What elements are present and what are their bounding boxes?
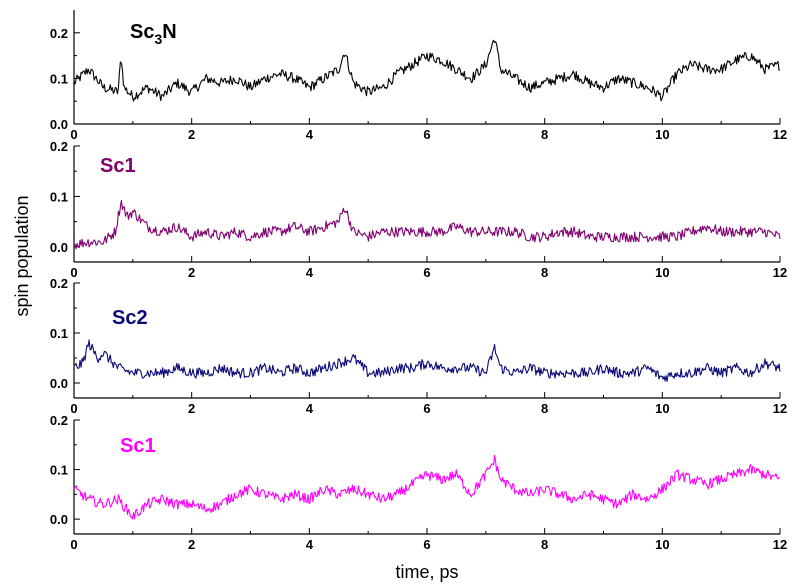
y-tick-label: 0.1 bbox=[50, 326, 68, 341]
x-tick-label: 0 bbox=[70, 127, 77, 142]
panel-2: 0 2 4 6 8 10 12 0.0 0.1 0.2 Sc1 bbox=[50, 139, 787, 280]
y-tick-label: 0.0 bbox=[50, 512, 68, 527]
series-label: Sc1 bbox=[100, 155, 136, 177]
series-label: Sc1 bbox=[120, 435, 156, 457]
x-tick-label: 10 bbox=[655, 537, 669, 552]
x-tick-label: 2 bbox=[188, 127, 195, 142]
x-tick-label: 4 bbox=[306, 265, 314, 280]
x-tick-label: 0 bbox=[70, 401, 77, 416]
x-tick-label: 12 bbox=[773, 401, 787, 416]
y-tick-label: 0.2 bbox=[50, 413, 68, 428]
y-tick-label: 0.2 bbox=[50, 26, 68, 41]
y-tick-label: 0.2 bbox=[50, 276, 68, 291]
x-tick-label: 12 bbox=[773, 537, 787, 552]
x-tick-label: 4 bbox=[306, 537, 314, 552]
series-label: Sc3N bbox=[130, 21, 177, 47]
panel-4: 0 2 4 6 8 10 12 0.0 0.1 0.2 Sc1 bbox=[50, 413, 787, 552]
y-tick-label: 0.0 bbox=[50, 376, 68, 391]
x-tick-label: 6 bbox=[423, 401, 430, 416]
x-tick-label: 10 bbox=[655, 127, 669, 142]
y-tick-label: 0.2 bbox=[50, 139, 68, 154]
x-tick-label: 12 bbox=[773, 265, 787, 280]
series-line bbox=[73, 39, 781, 102]
y-tick-label: 0.1 bbox=[50, 71, 68, 86]
y-tick-label: 0.0 bbox=[50, 117, 68, 132]
x-tick-label: 4 bbox=[306, 401, 314, 416]
x-tick-label: 6 bbox=[423, 127, 430, 142]
x-tick-label: 10 bbox=[655, 401, 669, 416]
y-tick-label: 0.0 bbox=[50, 240, 68, 255]
x-tick-label: 2 bbox=[188, 537, 195, 552]
x-tick-label: 6 bbox=[423, 537, 430, 552]
x-tick-label: 8 bbox=[541, 401, 548, 416]
x-tick-label: 2 bbox=[188, 401, 195, 416]
y-tick-label: 0.1 bbox=[50, 189, 68, 204]
x-tick-label: 12 bbox=[773, 127, 787, 142]
x-axis-title: time, ps bbox=[395, 562, 458, 582]
series-line bbox=[73, 339, 781, 382]
x-tick-label: 10 bbox=[655, 265, 669, 280]
y-tick-label: 0.1 bbox=[50, 463, 68, 478]
x-tick-label: 8 bbox=[541, 537, 548, 552]
x-tick-label: 8 bbox=[541, 265, 548, 280]
series-line bbox=[73, 199, 781, 250]
series-label: Sc2 bbox=[112, 307, 148, 329]
x-tick-label: 0 bbox=[70, 537, 77, 552]
y-axis-title: spin population bbox=[12, 195, 32, 316]
x-tick-label: 0 bbox=[70, 265, 77, 280]
x-tick-label: 4 bbox=[306, 127, 314, 142]
x-tick-label: 2 bbox=[188, 265, 195, 280]
x-tick-label: 8 bbox=[541, 127, 548, 142]
panel-3: 0 2 4 6 8 10 12 0.0 0.1 0.2 Sc2 bbox=[50, 276, 787, 416]
x-tick-label: 6 bbox=[423, 265, 430, 280]
panel-1: 0 2 4 6 8 10 12 0.0 0.1 0.2 Sc3N bbox=[50, 10, 787, 142]
series-line bbox=[73, 454, 781, 520]
